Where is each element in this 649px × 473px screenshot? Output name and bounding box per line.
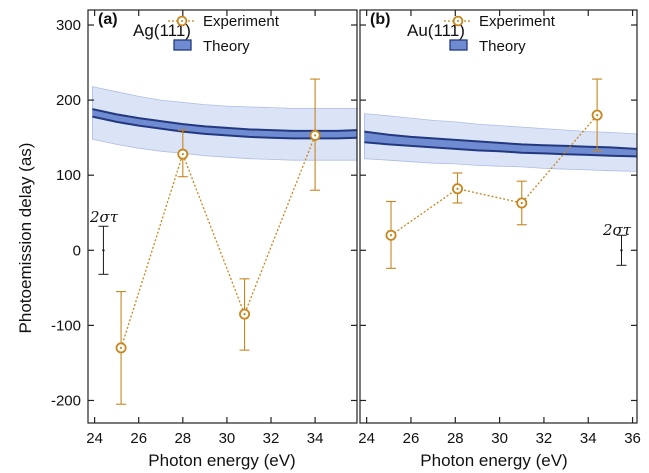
y-tick-label: -100	[51, 317, 81, 334]
theory-lower-line	[364, 141, 637, 158]
experiment-point-center	[596, 114, 599, 117]
x-tick-label: 34	[580, 430, 597, 447]
x-axis-title-right: Photon energy (eV)	[420, 451, 567, 470]
y-tick-label: 200	[56, 92, 81, 109]
sigma-bar-center	[102, 249, 105, 252]
legend-theory-label: Theory	[203, 38, 250, 55]
experiment-line	[120, 135, 316, 349]
experiment-point-center	[389, 234, 393, 237]
x-tick-label: 28	[447, 430, 464, 447]
x-tick-label: 30	[219, 430, 236, 447]
experiment-point-center	[243, 313, 246, 316]
x-tick-label: 26	[130, 430, 147, 447]
experiment-point-center	[314, 134, 317, 137]
panel-letter: (b)	[370, 11, 390, 28]
legend-theory-swatch	[449, 39, 468, 51]
experiment-point-center	[520, 201, 523, 205]
sigma-label: 2στ	[602, 221, 632, 239]
sigma-bar-center	[620, 249, 623, 252]
y-tick-label: -200	[51, 392, 81, 409]
theory-outer-band	[92, 86, 357, 161]
x-tick-label: 32	[536, 430, 553, 447]
panel-au111: 24 26 28 30 32 34 36 2στ (b) Au(111) Experiment The…	[358, 9, 641, 447]
legend-experiment-label: Experiment	[479, 13, 556, 30]
x-tick-label: 30	[491, 430, 508, 447]
x-tick-label: 28	[174, 430, 191, 447]
experiment-point-center	[119, 346, 123, 350]
plot-frame	[359, 9, 638, 424]
panel-ag111: -200 -100 0 100 200 300 24 26 28 30 32 34 2στ (a) Ag(1…	[51, 9, 358, 447]
legend-experiment-marker-center	[181, 20, 183, 22]
sigma-label: 2στ	[89, 208, 119, 226]
panel-name: Ag(111)	[133, 21, 191, 40]
theory-upper-line	[364, 130, 637, 150]
legend-theory-label: Theory	[479, 38, 526, 55]
x-axis-title-left: Photon energy (eV)	[148, 451, 295, 470]
plot-frame	[87, 9, 358, 424]
y-tick-label: 300	[56, 17, 81, 34]
theory-band-group	[92, 86, 357, 161]
panel-letter: (a)	[98, 11, 118, 28]
theory-inner-band	[364, 131, 637, 157]
y-axis-title: Photoemission delay (as)	[16, 143, 35, 334]
x-tick-label: 36	[624, 430, 641, 447]
legend-theory-swatch	[173, 39, 192, 51]
y-tick-label: 0	[73, 242, 81, 259]
legend-experiment-marker-center	[457, 20, 459, 22]
x-tick-label: 26	[403, 430, 420, 447]
legend-experiment-label: Experiment	[203, 13, 280, 30]
x-tick-label: 34	[307, 430, 324, 447]
experiment-line	[390, 114, 598, 236]
experiment-point-center	[181, 153, 184, 156]
experiment-point-center	[456, 187, 459, 190]
theory-band-group	[364, 113, 637, 172]
y-tick-label: 100	[56, 167, 81, 184]
x-tick-label: 24	[358, 430, 375, 447]
x-tick-label: 24	[86, 430, 103, 447]
panel-name: Au(111)	[407, 21, 465, 40]
x-tick-label: 32	[263, 430, 280, 447]
